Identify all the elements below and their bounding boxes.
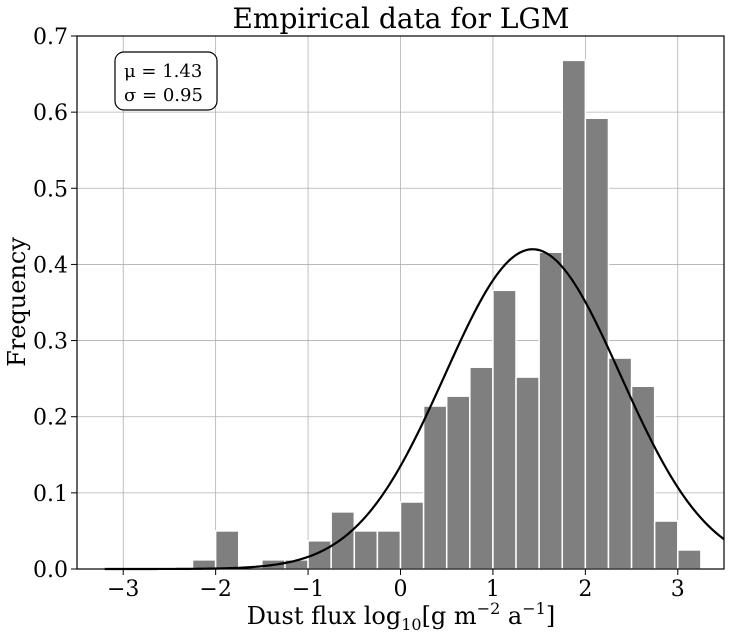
histogram-bar bbox=[376, 530, 402, 570]
y-tick-label: 0.1 bbox=[33, 482, 68, 507]
x-axis-ticks: −3 −2 −1 0 1 2 3 bbox=[107, 569, 685, 602]
histogram-bar bbox=[492, 289, 517, 570]
x-tick-label: −3 bbox=[107, 577, 139, 602]
y-tick-label: 0.5 bbox=[33, 177, 68, 202]
x-tick-label: 0 bbox=[394, 577, 408, 602]
histogram-bar bbox=[538, 251, 564, 570]
x-tick-label: −2 bbox=[199, 577, 231, 602]
histogram-bar bbox=[214, 530, 240, 570]
histogram-bars bbox=[191, 59, 702, 570]
y-tick-label: 0.0 bbox=[33, 558, 68, 583]
histogram-bar bbox=[353, 530, 379, 570]
stats-annotation-box bbox=[114, 51, 218, 111]
histogram-bar bbox=[561, 59, 587, 570]
histogram-bar bbox=[422, 405, 448, 570]
y-tick-label: 0.3 bbox=[33, 330, 68, 355]
x-axis-label: Dust flux log10[g m−2 a−1] bbox=[247, 599, 555, 634]
y-tick-label: 0.2 bbox=[33, 406, 68, 431]
histogram-bar bbox=[445, 395, 471, 570]
y-tick-label: 0.6 bbox=[33, 101, 68, 126]
mu-label: μ = 1.43 bbox=[124, 61, 202, 82]
x-tick-label: 2 bbox=[578, 577, 592, 602]
histogram-bar bbox=[330, 511, 356, 570]
y-axis-ticks: 0.0 0.1 0.2 0.3 0.4 0.5 0.6 0.7 bbox=[33, 25, 77, 583]
histogram-bar bbox=[399, 501, 425, 570]
y-tick-label: 0.7 bbox=[33, 25, 68, 50]
x-tick-label: 1 bbox=[486, 577, 500, 602]
x-axis-label-exponent-1: −2 bbox=[477, 599, 501, 618]
y-axis-label: Frequency bbox=[3, 237, 31, 367]
histogram-bar bbox=[653, 520, 679, 570]
x-tick-label: −1 bbox=[292, 577, 324, 602]
histogram-bar bbox=[515, 376, 540, 570]
x-axis-label-subscript: 10 bbox=[401, 615, 421, 634]
x-axis-label-exponent-2: −1 bbox=[522, 599, 546, 618]
histogram-bar bbox=[677, 549, 702, 570]
histogram-bar bbox=[630, 385, 656, 570]
histogram-bar bbox=[469, 366, 494, 570]
stats-annotation: μ = 1.43 σ = 0.95 bbox=[114, 51, 218, 111]
y-tick-label: 0.4 bbox=[33, 253, 68, 278]
x-tick-label: 3 bbox=[671, 577, 685, 602]
sigma-label: σ = 0.95 bbox=[124, 85, 203, 106]
chart-title: Empirical data for LGM bbox=[232, 2, 569, 35]
